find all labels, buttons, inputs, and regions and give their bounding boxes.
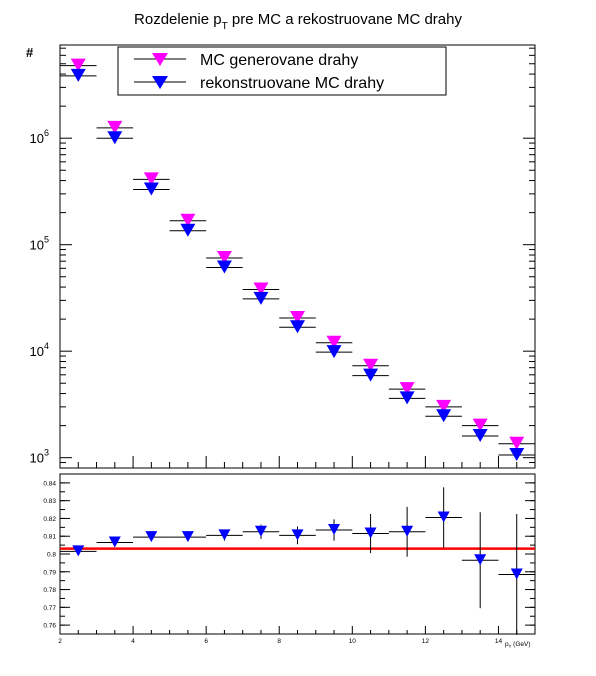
point-generated bbox=[472, 418, 488, 432]
y-tick-label-base: 10 bbox=[30, 131, 44, 146]
point-generated bbox=[180, 213, 196, 227]
y-tick-label-exponent: 5 bbox=[44, 235, 49, 245]
point-generated bbox=[290, 310, 305, 324]
y-tick-label-exponent: 3 bbox=[44, 448, 49, 458]
legend-label-reconstructed: rekonstruovane MC drahy bbox=[200, 75, 384, 92]
y-tick-label-exponent: 6 bbox=[44, 128, 49, 138]
y-tick-label-base: 10 bbox=[30, 344, 44, 359]
bottom-y-ticks: 0.76 0.77 0.78 0.79 0.8 0.81 0.82 0.83 0.84 bbox=[43, 480, 535, 630]
point-reconstructed bbox=[363, 368, 379, 382]
y-tick-label: 0.8 bbox=[47, 552, 56, 559]
ratio-point bbox=[145, 531, 158, 543]
point-generated bbox=[399, 382, 415, 396]
y-tick-label: 0.76 bbox=[43, 623, 56, 630]
ratio-point bbox=[254, 525, 267, 537]
x-tick-label: 4 bbox=[131, 638, 135, 645]
bottom-plot-frame bbox=[59, 473, 536, 635]
chart-title-main: Rozdelenie p bbox=[134, 11, 222, 28]
y-axis-label: # bbox=[26, 45, 34, 60]
ratio-points bbox=[60, 487, 535, 635]
point-reconstructed bbox=[436, 409, 452, 423]
chart-title: Rozdelenie pT pre MC a rekostruovane MC … bbox=[134, 11, 462, 32]
bottom-x-ticks: 2 4 6 8 10 12 14 bbox=[58, 626, 536, 645]
series-generated bbox=[60, 58, 535, 450]
legend-marker-reconstructed bbox=[152, 76, 168, 89]
x-axis-label-unit: (GeV) bbox=[511, 641, 530, 648]
series-reconstructed bbox=[60, 68, 535, 461]
y-tick-label: 103 bbox=[30, 448, 49, 466]
ratio-point bbox=[328, 524, 341, 535]
point-reconstructed bbox=[509, 447, 525, 461]
point-reconstructed bbox=[326, 345, 342, 359]
point-generated bbox=[143, 172, 159, 186]
ratio-point bbox=[474, 554, 487, 566]
y-tick-label: 0.84 bbox=[43, 480, 56, 487]
x-tick-label: 6 bbox=[204, 638, 208, 645]
point-reconstructed bbox=[253, 291, 269, 305]
ratio-point bbox=[181, 531, 194, 543]
y-tick-label: 0.79 bbox=[43, 569, 56, 576]
point-generated bbox=[253, 282, 269, 296]
ratio-point bbox=[291, 529, 304, 541]
legend-box bbox=[117, 46, 447, 96]
y-tick-label: 0.78 bbox=[43, 587, 56, 594]
ratio-point bbox=[401, 525, 414, 537]
y-tick-label-exponent: 4 bbox=[44, 341, 49, 351]
ratio-point bbox=[218, 529, 231, 541]
top-y-minor-ticks bbox=[60, 47, 535, 469]
point-generated bbox=[216, 250, 232, 264]
top-plot-frame bbox=[59, 44, 536, 469]
ratio-point bbox=[364, 527, 377, 539]
x-axis-label-sub: T bbox=[509, 644, 512, 649]
point-reconstructed bbox=[107, 131, 123, 145]
y-tick-label: 0.83 bbox=[43, 498, 56, 505]
ratio-point bbox=[437, 511, 450, 523]
bottom-panel: 0.76 0.77 0.78 0.79 0.8 0.81 0.82 0.83 0.84 2 4 6 8… bbox=[43, 473, 536, 649]
point-generated bbox=[509, 436, 525, 450]
legend: MC generovane drahy rekonstruovane MC dr… bbox=[117, 46, 447, 96]
y-tick-label: 104 bbox=[30, 341, 49, 359]
point-reconstructed bbox=[143, 182, 159, 196]
y-tick-label: 106 bbox=[30, 128, 49, 146]
y-tick-label: 0.81 bbox=[43, 534, 56, 541]
point-reconstructed bbox=[70, 68, 86, 82]
ratio-point bbox=[510, 568, 523, 580]
x-tick-label: 2 bbox=[58, 638, 62, 645]
point-generated bbox=[363, 358, 379, 372]
point-generated bbox=[70, 58, 86, 72]
y-tick-label: 0.77 bbox=[43, 605, 56, 612]
point-generated bbox=[436, 399, 452, 413]
point-generated bbox=[326, 335, 342, 349]
point-reconstructed bbox=[216, 260, 232, 274]
y-tick-label: 105 bbox=[30, 235, 49, 253]
ratio-point bbox=[72, 545, 85, 557]
x-axis-label-main: p bbox=[505, 641, 509, 648]
chart-title-rest: pre MC a rekostruovane MC drahy bbox=[228, 11, 463, 28]
point-reconstructed bbox=[180, 223, 196, 237]
x-tick-label: 12 bbox=[422, 638, 430, 645]
x-axis-label: pT (GeV) bbox=[505, 641, 531, 649]
legend-marker-generated bbox=[152, 53, 168, 66]
point-reconstructed bbox=[290, 320, 305, 334]
legend-label-generated: MC generovane drahy bbox=[200, 52, 358, 69]
point-reconstructed bbox=[472, 428, 488, 442]
x-tick-label: 14 bbox=[495, 638, 503, 645]
chart-title-sub: T bbox=[222, 21, 228, 32]
top-x-ticks bbox=[59, 456, 536, 468]
y-tick-label-base: 10 bbox=[30, 451, 44, 466]
y-tick-label-base: 10 bbox=[30, 238, 44, 253]
ratio-point bbox=[108, 536, 121, 548]
x-tick-label: 8 bbox=[277, 638, 281, 645]
point-reconstructed bbox=[399, 391, 415, 405]
y-tick-label: 0.82 bbox=[43, 516, 56, 523]
point-generated bbox=[107, 120, 123, 134]
x-tick-label: 10 bbox=[349, 638, 357, 645]
